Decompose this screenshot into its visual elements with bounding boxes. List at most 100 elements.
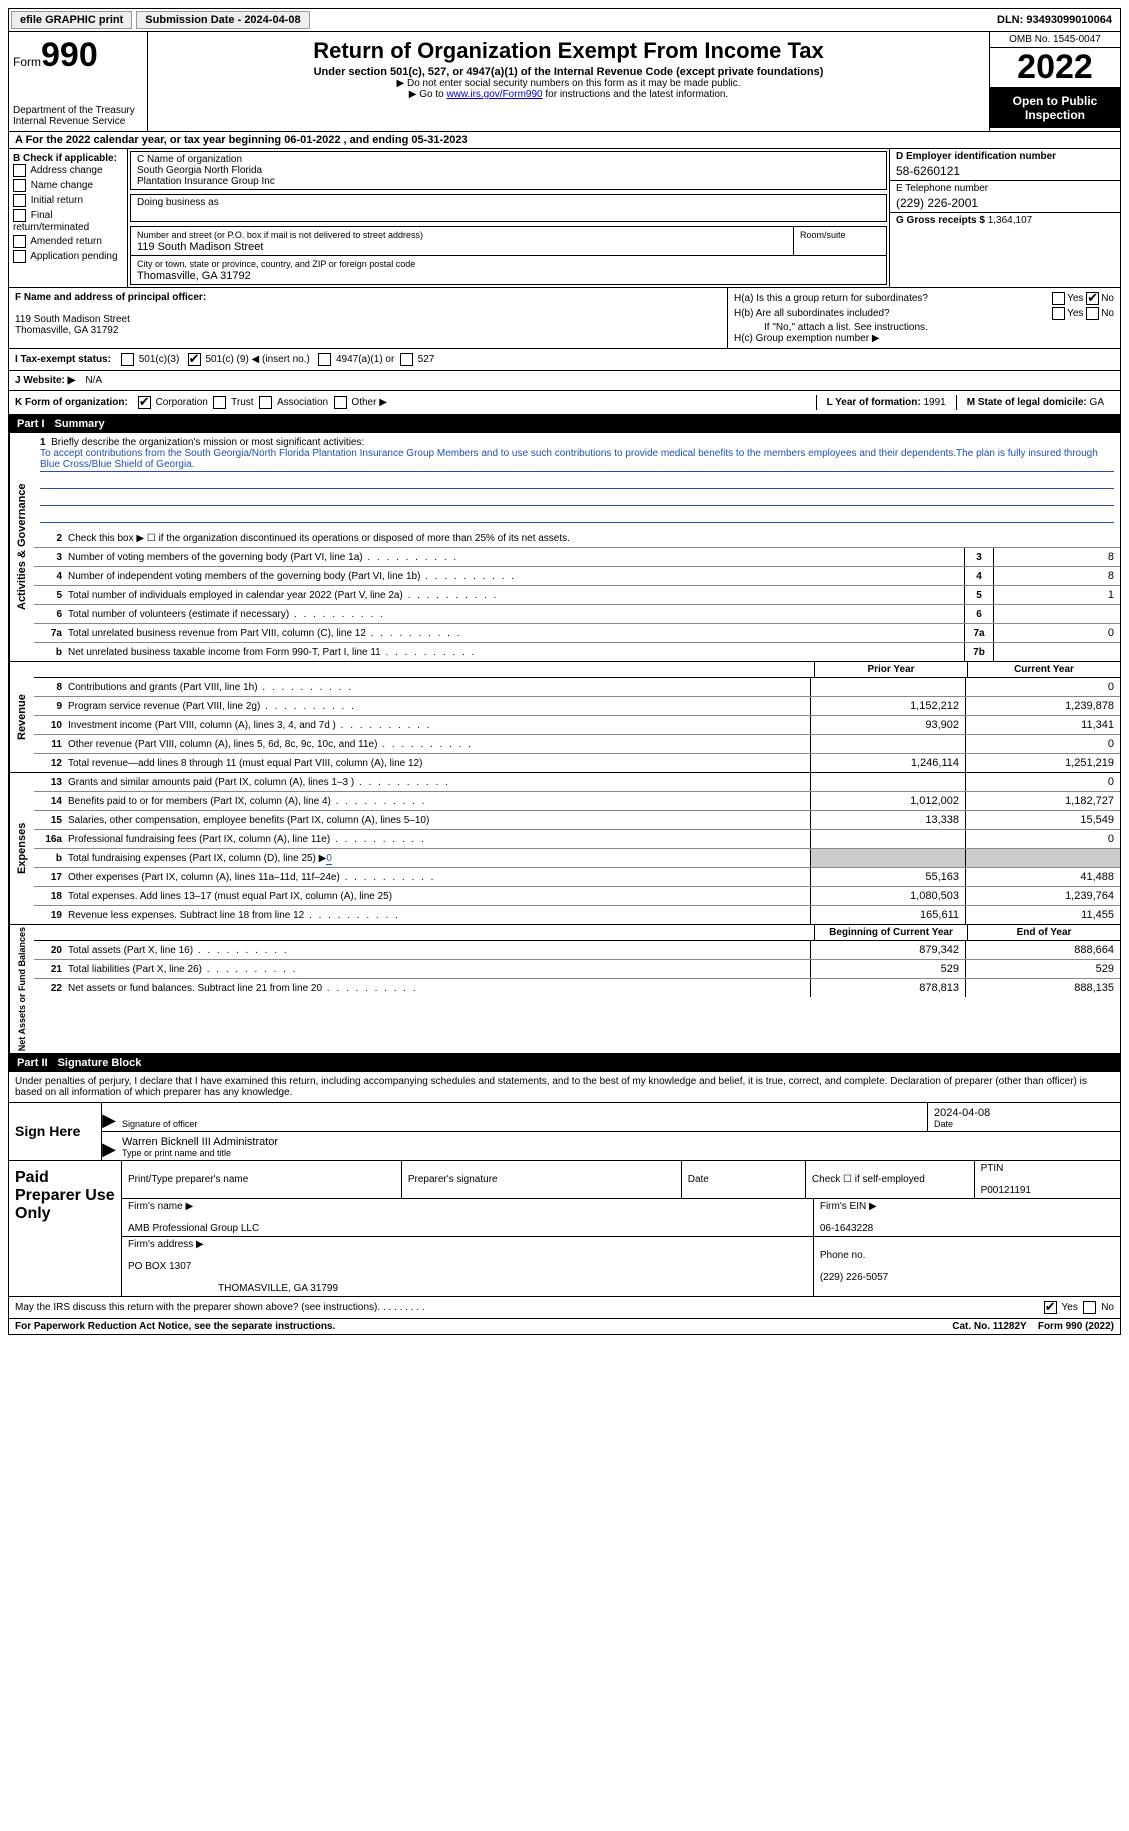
line-22: 22Net assets or fund balances. Subtract … bbox=[34, 979, 1120, 997]
discuss-no-checkbox[interactable] bbox=[1083, 1301, 1096, 1314]
l8-desc: Contributions and grants (Part VIII, lin… bbox=[68, 680, 810, 695]
l21-bcy: 529 bbox=[810, 960, 965, 978]
firm-addr-cell: Firm's address ▶ PO BOX 1307THOMASVILLE,… bbox=[122, 1237, 814, 1296]
vert-rev: Revenue bbox=[9, 662, 34, 772]
firm-addr2: THOMASVILLE, GA 31799 bbox=[128, 1283, 807, 1294]
l13-py bbox=[810, 773, 965, 791]
l5-val: 1 bbox=[994, 586, 1120, 604]
chk-assoc[interactable] bbox=[259, 396, 272, 409]
l22-desc: Net assets or fund balances. Subtract li… bbox=[68, 981, 810, 996]
blank-line bbox=[40, 491, 1114, 506]
irs-link[interactable]: www.irs.gov/Form990 bbox=[446, 89, 542, 100]
chk-527[interactable] bbox=[400, 353, 413, 366]
l3-val: 8 bbox=[994, 548, 1120, 566]
line-18: 18Total expenses. Add lines 13–17 (must … bbox=[34, 887, 1120, 906]
chk-label: Application pending bbox=[30, 251, 117, 262]
yes-label: Yes bbox=[1062, 1302, 1078, 1313]
hb-note: If "No," attach a list. See instructions… bbox=[734, 322, 1114, 333]
line-7b: bNet unrelated business taxable income f… bbox=[34, 643, 1120, 661]
col-c-org: C Name of organization South Georgia Nor… bbox=[128, 149, 889, 287]
chk-final-return[interactable]: Final return/terminated bbox=[13, 209, 123, 233]
l15-desc: Salaries, other compensation, employee b… bbox=[68, 813, 810, 828]
other-label: Other ▶ bbox=[351, 397, 386, 408]
chk-name-change[interactable]: Name change bbox=[13, 179, 123, 192]
sign-here-label: Sign Here bbox=[9, 1103, 102, 1160]
l16b-val: 0 bbox=[326, 853, 332, 865]
prep-self-cell[interactable]: Check ☐ if self-employed bbox=[806, 1161, 975, 1198]
form-number: Form990 bbox=[13, 36, 143, 75]
room-cell: Room/suite bbox=[794, 227, 886, 255]
section-bcd: B Check if applicable: Address change Na… bbox=[8, 149, 1121, 288]
chk-initial-return[interactable]: Initial return bbox=[13, 194, 123, 207]
prep-self-label: Check ☐ if self-employed bbox=[812, 1174, 968, 1185]
l4-val: 8 bbox=[994, 567, 1120, 585]
ein-value: 58-6260121 bbox=[896, 162, 1114, 178]
vert-exp: Expenses bbox=[9, 773, 34, 924]
arrow-icon: ▶ bbox=[102, 1103, 116, 1131]
prep-sig-cell[interactable]: Preparer's signature bbox=[402, 1161, 682, 1198]
arrow-icon: ▶ bbox=[102, 1132, 116, 1160]
header-left: Form990 Department of the Treasury Inter… bbox=[9, 32, 148, 131]
line-9: 9Program service revenue (Part VIII, lin… bbox=[34, 697, 1120, 716]
l15-cy: 15,549 bbox=[965, 811, 1120, 829]
l16a-cy: 0 bbox=[965, 830, 1120, 848]
ha-no-checkbox[interactable] bbox=[1086, 292, 1099, 305]
chk-4947[interactable] bbox=[318, 353, 331, 366]
firm-name-value: AMB Professional Group LLC bbox=[128, 1223, 807, 1234]
part-2-header: Part II Signature Block bbox=[8, 1054, 1121, 1072]
officer-name-label: Type or print name and title bbox=[122, 1148, 1114, 1158]
discuss-yes-checkbox[interactable] bbox=[1044, 1301, 1057, 1314]
submission-date-button[interactable]: Submission Date - 2024-04-08 bbox=[136, 11, 309, 29]
sig-officer-label: Signature of officer bbox=[122, 1119, 921, 1129]
chk-corp[interactable] bbox=[138, 396, 151, 409]
chk-501c[interactable] bbox=[188, 353, 201, 366]
l8-cy: 0 bbox=[965, 678, 1120, 696]
sig-date-field: 2024-04-08 Date bbox=[928, 1103, 1120, 1131]
officer-label: F Name and address of principal officer: bbox=[15, 292, 206, 303]
527-label: 527 bbox=[418, 354, 435, 365]
k-label: K Form of organization: bbox=[15, 397, 128, 408]
chk-other[interactable] bbox=[334, 396, 347, 409]
bcy-header: Beginning of Current Year bbox=[814, 925, 967, 940]
chk-501c3[interactable] bbox=[121, 353, 134, 366]
mission-text: To accept contributions from the South G… bbox=[40, 448, 1114, 472]
col-h-group: H(a) Is this a group return for subordin… bbox=[728, 288, 1120, 348]
l10-cy: 11,341 bbox=[965, 716, 1120, 734]
corp-label: Corporation bbox=[156, 397, 208, 408]
firm-phone-label: Phone no. bbox=[820, 1250, 1114, 1261]
expenses-section: Expenses 13Grants and similar amounts pa… bbox=[8, 773, 1121, 925]
firm-ein-value: 06-1643228 bbox=[820, 1223, 1114, 1234]
part-1-header: Part I Summary bbox=[8, 415, 1121, 433]
line-4: 4Number of independent voting members of… bbox=[34, 567, 1120, 586]
l18-desc: Total expenses. Add lines 13–17 (must eq… bbox=[68, 889, 810, 904]
phone-value: (229) 226-2001 bbox=[896, 194, 1114, 210]
website-value: N/A bbox=[85, 375, 102, 386]
chk-trust[interactable] bbox=[213, 396, 226, 409]
blank-line bbox=[40, 508, 1114, 523]
paid-preparer-block: Paid Preparer Use Only Print/Type prepar… bbox=[8, 1161, 1121, 1297]
l12-cy: 1,251,219 bbox=[965, 754, 1120, 772]
mission-label: Briefly describe the organization's miss… bbox=[51, 437, 364, 448]
l17-desc: Other expenses (Part IX, column (A), lin… bbox=[68, 870, 810, 885]
l20-eoy: 888,664 bbox=[965, 941, 1120, 959]
part-1-label: Part I bbox=[17, 418, 45, 430]
l10-py: 93,902 bbox=[810, 716, 965, 734]
efile-print-button[interactable]: efile GRAPHIC print bbox=[11, 11, 132, 29]
line-13: 13Grants and similar amounts paid (Part … bbox=[34, 773, 1120, 792]
chk-address-change[interactable]: Address change bbox=[13, 164, 123, 177]
l3-desc: Number of voting members of the governin… bbox=[68, 550, 964, 565]
org-name-1: South Georgia North Florida bbox=[137, 165, 262, 176]
l18-py: 1,080,503 bbox=[810, 887, 965, 905]
ptin-label: PTIN bbox=[981, 1163, 1114, 1174]
discuss-row: May the IRS discuss this return with the… bbox=[8, 1297, 1121, 1319]
hb-yes-checkbox[interactable] bbox=[1052, 307, 1065, 320]
goto-note: ▶ Go to www.irs.gov/Form990 for instruct… bbox=[152, 89, 985, 100]
firm-phone-cell: Phone no. (229) 226-5057 bbox=[814, 1237, 1120, 1296]
officer-signature-field[interactable]: Signature of officer bbox=[116, 1103, 928, 1131]
activities-governance-section: Activities & Governance 1 Briefly descri… bbox=[8, 433, 1121, 662]
line-16b: bTotal fundraising expenses (Part IX, co… bbox=[34, 849, 1120, 868]
chk-app-pending[interactable]: Application pending bbox=[13, 250, 123, 263]
chk-amended[interactable]: Amended return bbox=[13, 235, 123, 248]
ha-yes-checkbox[interactable] bbox=[1052, 292, 1065, 305]
hb-no-checkbox[interactable] bbox=[1086, 307, 1099, 320]
